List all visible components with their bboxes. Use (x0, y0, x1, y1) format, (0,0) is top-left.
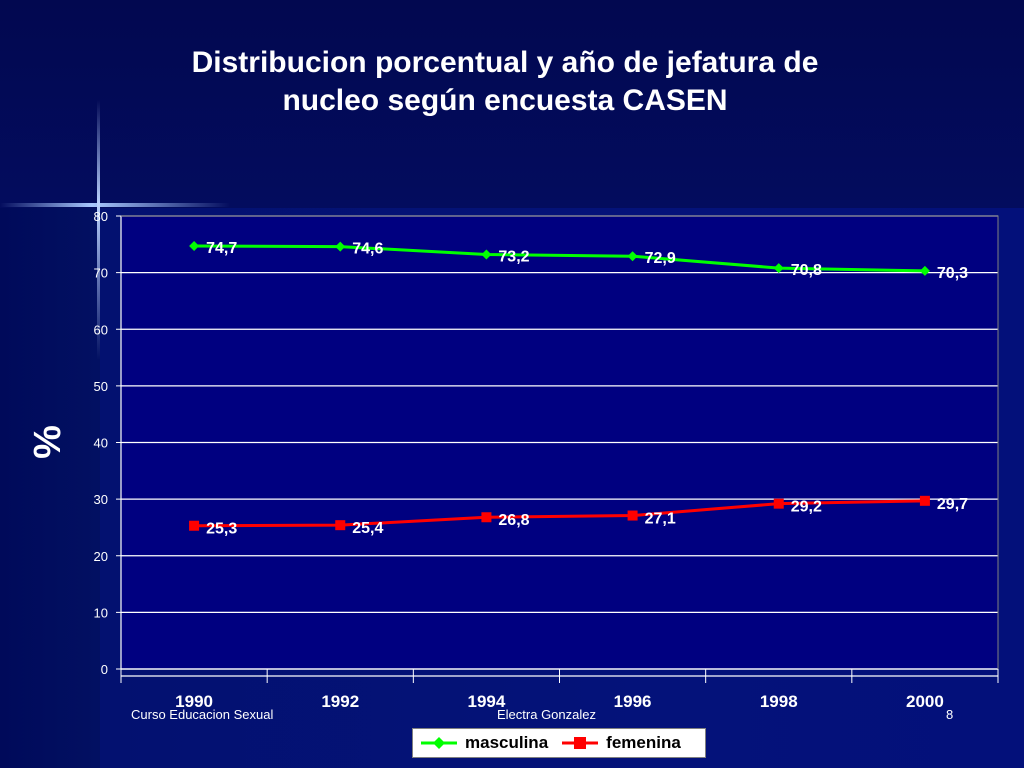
data-label-masculina: 73,2 (498, 249, 529, 266)
legend-label-femenina: femenina (606, 733, 681, 752)
y-tick-label: 40 (94, 436, 108, 451)
y-tick-label: 10 (94, 605, 108, 620)
plot-area: 0 10 20 30 40 50 60 70 80 1990 1992 1994 1996 1998 200… (94, 209, 999, 711)
x-tick-label: 2000 (906, 692, 944, 711)
legend-marker-diamond-icon (421, 737, 457, 749)
data-label-femenina: 29,2 (791, 499, 822, 516)
y-tick-label: 20 (94, 549, 108, 564)
x-tick-label: 1998 (760, 692, 798, 711)
slide-title-line-2: nucleo según encuesta CASEN (282, 84, 728, 117)
x-tick-label: 1994 (468, 692, 506, 711)
x-tick-label: 1992 (321, 692, 359, 711)
data-label-masculina: 70,3 (937, 265, 968, 282)
y-tick-label: 60 (94, 322, 108, 337)
data-point-masculina (627, 251, 638, 262)
data-label-masculina: 74,6 (352, 241, 383, 258)
data-point-femenina (189, 520, 200, 531)
data-label-masculina: 72,9 (645, 250, 676, 267)
slide-title: Distribucion porcentual y año de jefatur… (0, 44, 1010, 120)
slide-header-background (0, 0, 1024, 208)
data-point-masculina (481, 249, 492, 260)
data-point-femenina (919, 495, 930, 506)
lens-flare-horizontal (0, 203, 230, 207)
data-point-femenina (481, 512, 492, 523)
y-tick-label: 50 (94, 379, 108, 394)
legend-marker-square-icon (562, 737, 599, 749)
legend-item-masculina: masculina (419, 733, 548, 753)
data-label-femenina: 27,1 (645, 511, 676, 528)
slide-title-line-1: Distribucion porcentual y año de jefatur… (191, 46, 819, 79)
y-tick-label: 30 (94, 492, 108, 507)
chart-legend: masculina femenina (412, 728, 706, 758)
data-point-femenina (773, 498, 784, 509)
data-label-masculina: 70,8 (791, 262, 822, 279)
series-line-masculina (194, 244, 925, 273)
footer-author: Electra Gonzalez (497, 707, 596, 722)
data-point-femenina (335, 520, 346, 531)
data-label-masculina: 74,7 (206, 240, 237, 257)
footer-page-number: 8 (946, 707, 954, 722)
legend-label-masculina: masculina (465, 733, 549, 752)
y-tick-label: 70 (94, 266, 108, 281)
x-tick-label: 1990 (175, 692, 213, 711)
data-label-femenina: 25,3 (206, 521, 237, 538)
footer-course: Curso Educacion Sexual (131, 707, 274, 722)
x-tick-label: 1996 (614, 692, 652, 711)
series-line-femenina (194, 499, 925, 528)
legend-item-femenina: femenina (560, 733, 681, 753)
data-label-femenina: 29,7 (937, 496, 968, 513)
data-point-masculina (189, 241, 200, 252)
lens-flare-vertical (97, 100, 100, 360)
data-point-masculina (919, 265, 930, 276)
slide-left-band (0, 208, 100, 768)
y-tick-label: 80 (94, 209, 108, 224)
y-axis-label: % (27, 425, 69, 459)
data-point-masculina (773, 263, 784, 274)
data-point-femenina (627, 510, 638, 521)
y-tick-label: 0 (101, 662, 108, 677)
data-point-masculina (335, 241, 346, 252)
data-label-femenina: 26,8 (498, 512, 529, 529)
data-label-femenina: 25,4 (352, 520, 383, 537)
